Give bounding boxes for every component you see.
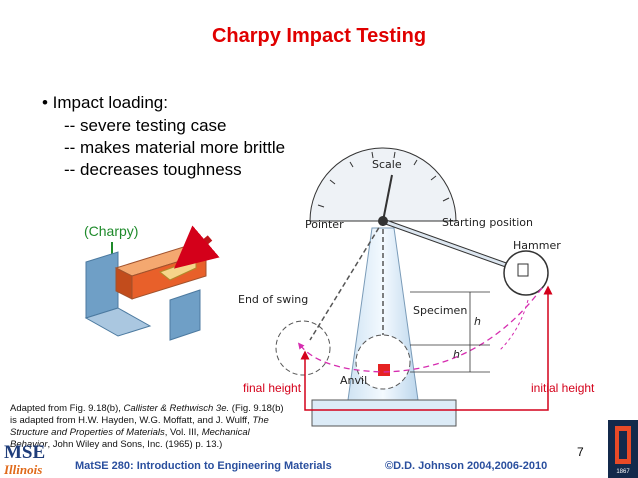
sub-bullet: -- severe testing case: [64, 116, 227, 135]
machine-label: h′: [453, 348, 463, 361]
footer-copyright: ©D.D. Johnson 2004,2006-2010: [385, 460, 547, 472]
caption-line: Behavior, John Wiley and Sons, Inc. (196…: [10, 439, 222, 450]
machine-label: Specimen: [413, 304, 467, 317]
machine-label: h: [474, 315, 481, 328]
logo-text: Illinois: [3, 462, 42, 477]
annotation: initial height: [531, 381, 595, 395]
caption-text: (Fig. 9.18(b): [229, 403, 283, 414]
machine-label: Hammer: [513, 239, 561, 252]
annotation: final height: [243, 381, 302, 395]
footer-course: MatSE 280: Introduction to Engineering M…: [75, 460, 332, 472]
caption-line: Structure and Properties of Materials, V…: [10, 427, 251, 438]
sub-bullet: -- makes material more brittle: [64, 138, 285, 157]
machine-label: Anvil: [340, 374, 367, 387]
specimen-figure: (Charpy): [84, 223, 220, 341]
page-number: 7: [577, 445, 584, 459]
figure-label: (Charpy): [84, 223, 138, 239]
sub-bullet: -- decreases toughness: [64, 160, 242, 179]
caption: Adapted from Fig. 9.18(b), Callister & R…: [10, 403, 284, 450]
machine-label: Pointer: [305, 218, 344, 231]
footer: MSE Illinois MatSE 280: Introduction to …: [3, 420, 638, 478]
caption-text: Behavior: [10, 439, 48, 450]
caption-text: Adapted from Fig. 9.18(b),: [10, 403, 124, 414]
bullet: • Impact loading:: [42, 93, 168, 112]
caption-line: Adapted from Fig. 9.18(b), Callister & R…: [10, 403, 284, 414]
bullet-list: • Impact loading: -- severe testing case…: [42, 93, 285, 179]
caption-text: Mechanical: [202, 427, 251, 438]
machine-figure: Scale Pointer Starting position Hammer E…: [238, 147, 595, 427]
machine-label: Starting position: [442, 216, 533, 229]
caption-text: The: [252, 415, 268, 426]
logo-text: MSE: [4, 442, 45, 463]
slide-title: Charpy Impact Testing: [212, 25, 426, 47]
caption-text: Callister & Rethwisch 3e.: [124, 403, 230, 414]
caption-text: Structure and Properties of Materials: [10, 427, 165, 438]
machine-label: Scale: [372, 158, 402, 171]
caption-text: , John Wiley and Sons, Inc. (1965) p. 13…: [48, 439, 223, 450]
seal-year: 1867: [616, 469, 630, 475]
caption-text: is adapted from H.W. Hayden, W.G. Moffat…: [10, 415, 252, 426]
caption-text: , Vol. III,: [165, 427, 202, 438]
machine-label: End of swing: [238, 293, 308, 306]
caption-line: is adapted from H.W. Hayden, W.G. Moffat…: [10, 415, 269, 426]
